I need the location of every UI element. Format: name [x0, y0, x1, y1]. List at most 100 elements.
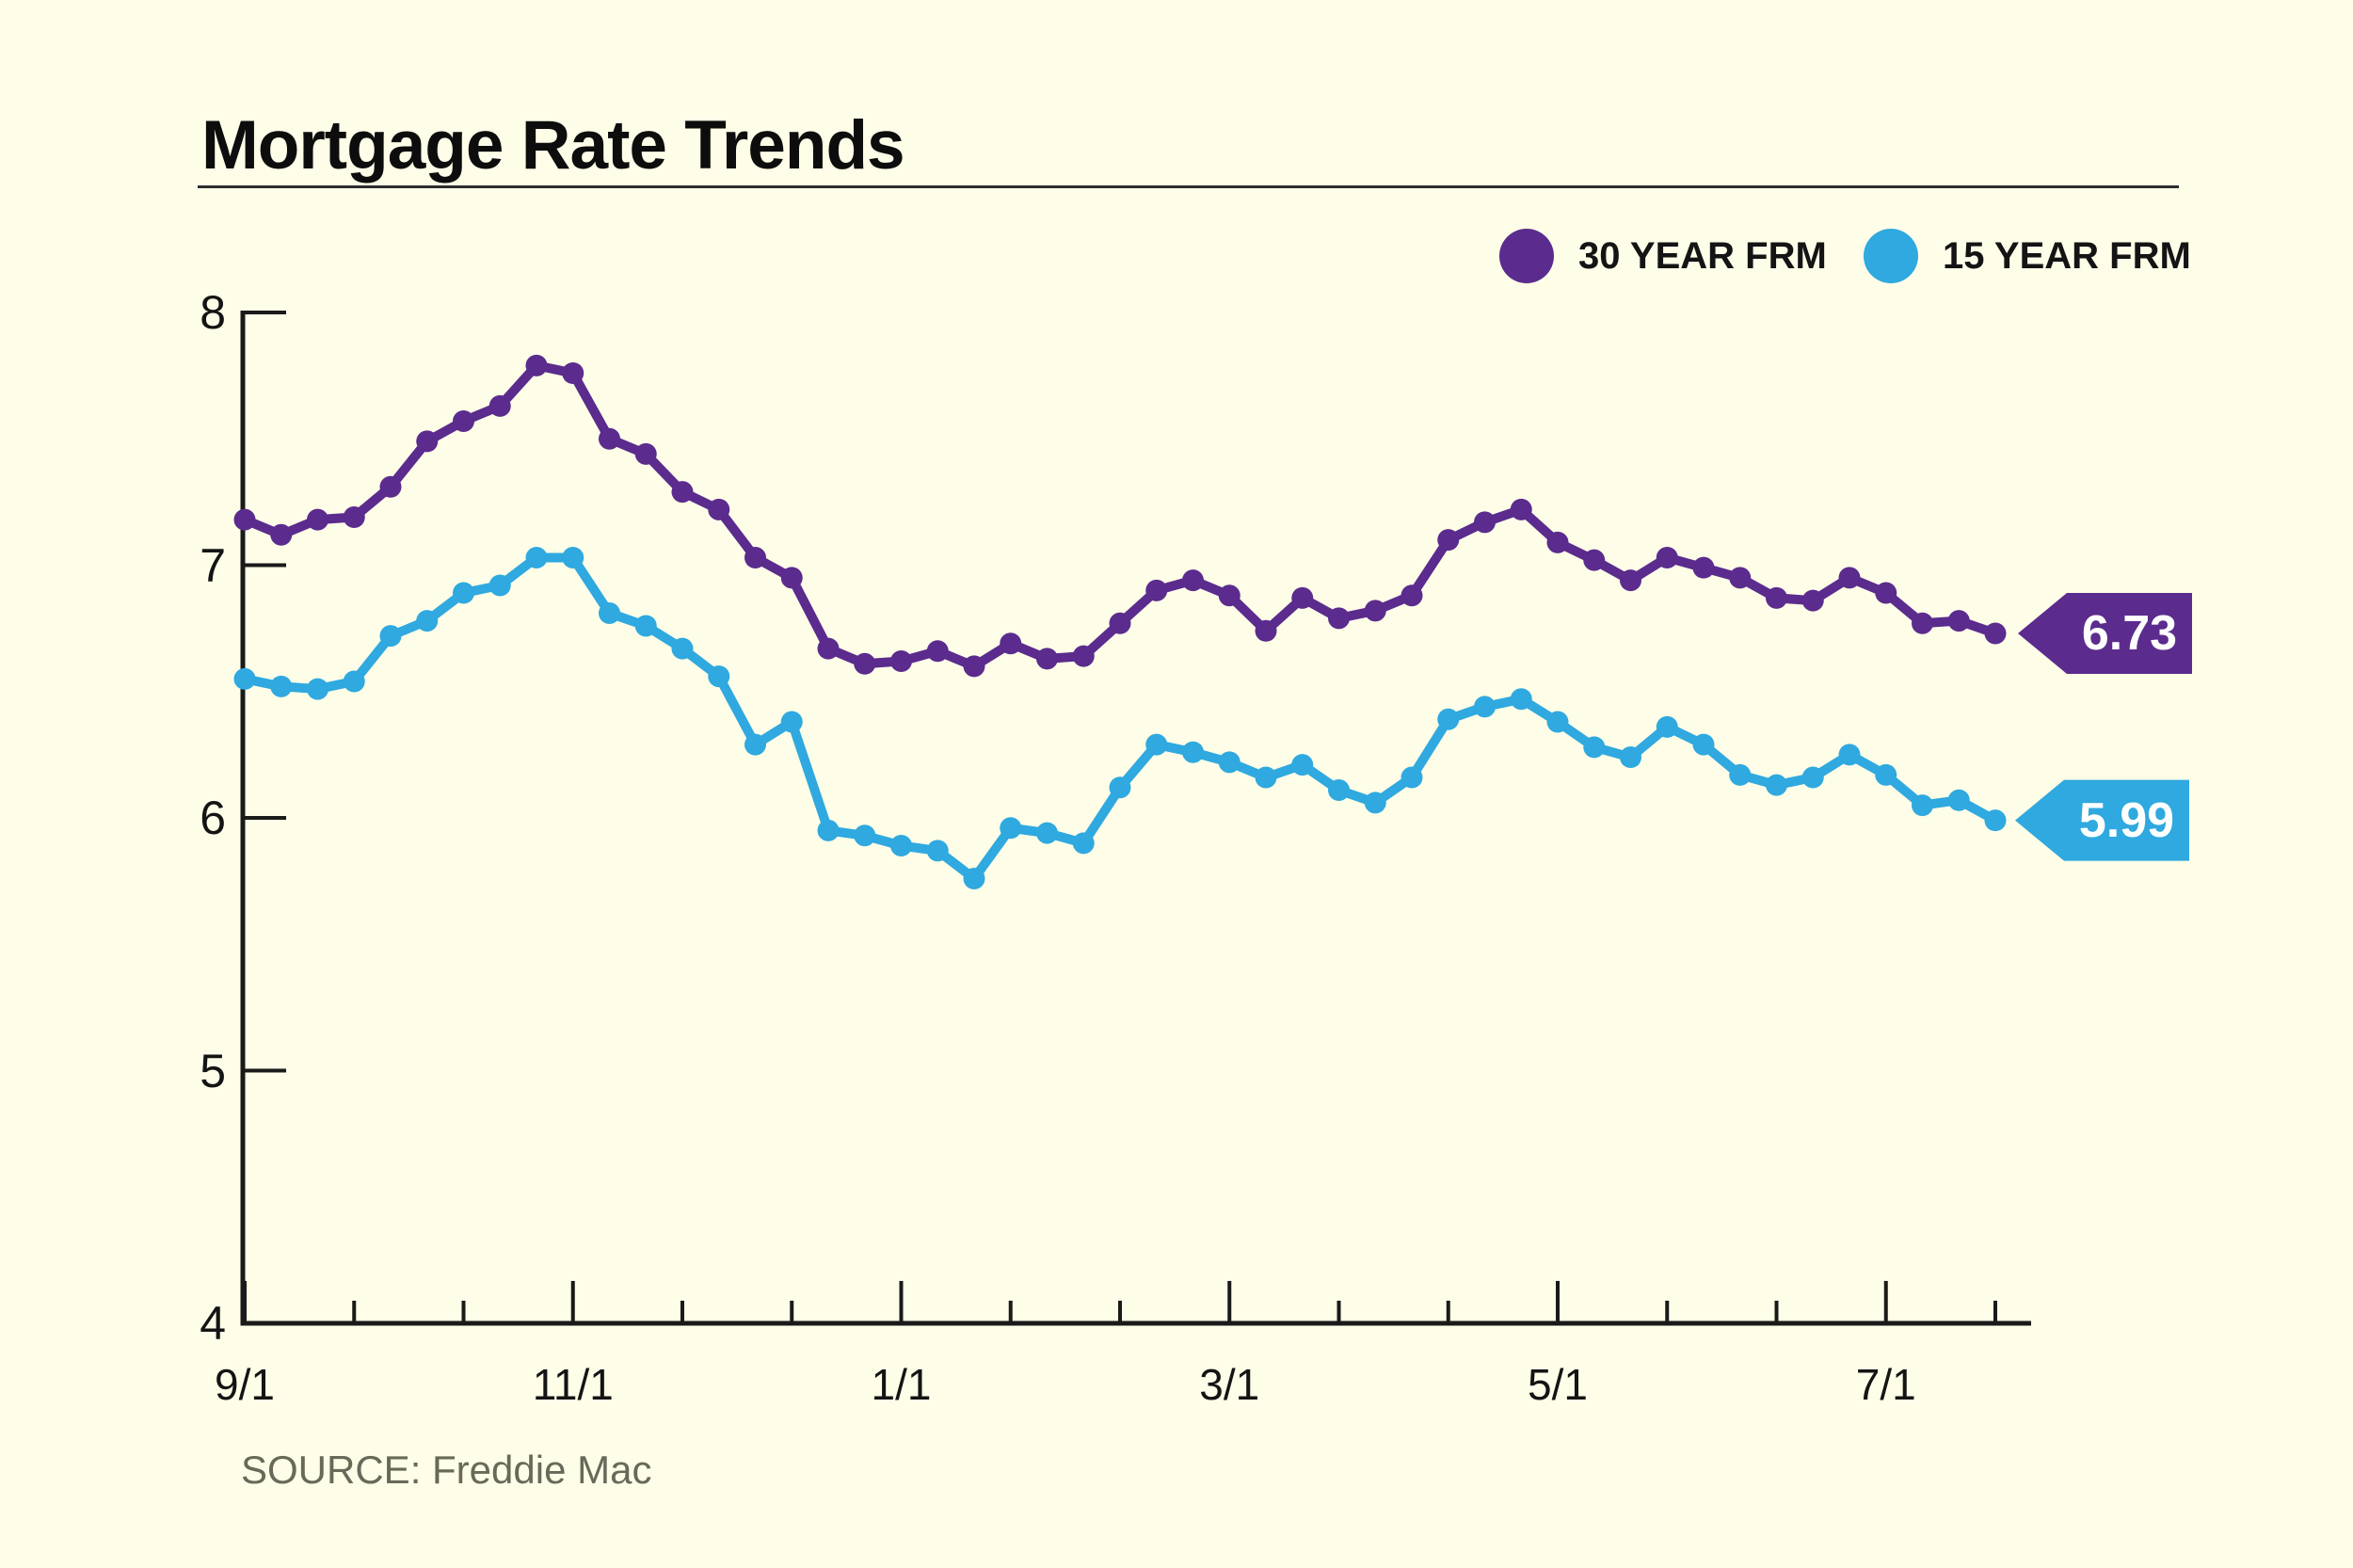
- data-point-15-year-frm: [1401, 766, 1423, 789]
- data-point-15-year-frm: [1000, 817, 1022, 840]
- data-point-15-year-frm: [1291, 754, 1314, 776]
- legend-dot-30-year-icon: [1499, 229, 1554, 283]
- data-point-30-year-frm: [817, 637, 840, 660]
- legend-item-15-year-frm: 15 YEAR FRM: [1864, 228, 2191, 284]
- data-point-15-year-frm: [1801, 766, 1824, 789]
- data-point-30-year-frm: [1838, 567, 1861, 589]
- data-point-15-year-frm: [1729, 763, 1752, 786]
- x-axis-label: 1/1: [871, 1360, 932, 1409]
- data-point-30-year-frm: [1182, 569, 1204, 592]
- data-point-15-year-frm: [1766, 774, 1787, 796]
- data-point-15-year-frm: [671, 637, 694, 660]
- y-axis-label: 6: [200, 792, 226, 844]
- page-title: Mortgage Rate Trends: [201, 107, 905, 184]
- data-point-30-year-frm: [270, 523, 293, 546]
- data-point-30-year-frm: [1036, 648, 1058, 670]
- data-point-15-year-frm: [525, 546, 548, 568]
- legend-item-30-year-frm: 30 YEAR FRM: [1499, 228, 1827, 284]
- data-point-30-year-frm: [1364, 600, 1386, 622]
- x-axis-label: 5/1: [1528, 1360, 1588, 1409]
- data-point-15-year-frm: [817, 819, 840, 841]
- data-point-15-year-frm: [1218, 751, 1241, 774]
- data-point-30-year-frm: [1328, 607, 1350, 630]
- data-point-30-year-frm: [1801, 589, 1824, 612]
- legend-label-30-year: 30 YEAR FRM: [1578, 234, 1827, 277]
- data-point-15-year-frm: [233, 667, 256, 690]
- data-point-30-year-frm: [1000, 632, 1022, 655]
- data-point-30-year-frm: [1474, 511, 1496, 534]
- y-axis-label: 7: [200, 538, 226, 592]
- data-point-30-year-frm: [780, 567, 803, 589]
- data-point-30-year-frm: [1947, 610, 1970, 632]
- data-point-15-year-frm: [634, 615, 657, 637]
- data-point-15-year-frm: [416, 610, 439, 632]
- data-point-30-year-frm: [1656, 546, 1678, 568]
- data-point-15-year-frm: [1656, 715, 1678, 738]
- y-axis-label: 8: [200, 286, 226, 339]
- data-point-15-year-frm: [1255, 766, 1277, 789]
- end-value-tag-30-year-frm: [2018, 592, 2192, 674]
- x-axis-label: 7/1: [1855, 1360, 1916, 1409]
- data-point-30-year-frm: [343, 505, 365, 528]
- data-point-15-year-frm: [1875, 763, 1897, 786]
- data-point-15-year-frm: [1838, 744, 1861, 766]
- data-point-30-year-frm: [1729, 567, 1752, 589]
- data-point-15-year-frm: [270, 675, 293, 697]
- data-point-30-year-frm: [416, 430, 439, 453]
- data-point-15-year-frm: [1437, 708, 1460, 730]
- data-point-15-year-frm: [379, 625, 402, 648]
- data-point-15-year-frm: [1364, 792, 1386, 814]
- end-value-label-30-year: 6.73: [2081, 606, 2178, 661]
- y-axis-label: 4: [200, 1297, 226, 1350]
- x-axis-label: 9/1: [215, 1360, 275, 1409]
- data-point-15-year-frm: [963, 867, 985, 889]
- data-point-30-year-frm: [1437, 529, 1460, 552]
- end-value-label-15-year: 5.99: [2078, 793, 2175, 848]
- data-point-30-year-frm: [599, 427, 620, 450]
- data-point-30-year-frm: [1692, 556, 1715, 579]
- data-point-30-year-frm: [854, 652, 876, 675]
- data-point-30-year-frm: [671, 481, 694, 504]
- legend-label-15-year: 15 YEAR FRM: [1943, 234, 2191, 277]
- data-point-15-year-frm: [343, 670, 365, 693]
- data-point-30-year-frm: [1145, 579, 1168, 601]
- data-point-30-year-frm: [562, 361, 584, 384]
- data-point-15-year-frm: [1984, 809, 2007, 832]
- axes: [240, 311, 2031, 1326]
- data-point-15-year-frm: [488, 574, 511, 597]
- x-axis-label: 3/1: [1199, 1360, 1260, 1409]
- data-point-30-year-frm: [1984, 622, 2007, 645]
- data-point-15-year-frm: [1036, 822, 1058, 844]
- title-underline: [198, 185, 2179, 188]
- data-point-15-year-frm: [708, 665, 730, 688]
- data-point-15-year-frm: [780, 711, 803, 733]
- data-point-15-year-frm: [307, 678, 328, 700]
- data-point-30-year-frm: [744, 546, 766, 568]
- data-point-30-year-frm: [488, 394, 511, 417]
- data-point-15-year-frm: [1947, 789, 1970, 811]
- data-point-15-year-frm: [1328, 778, 1350, 801]
- data-point-15-year-frm: [1583, 736, 1606, 759]
- data-point-15-year-frm: [926, 840, 949, 862]
- data-point-15-year-frm: [453, 582, 474, 604]
- data-point-15-year-frm: [599, 602, 620, 625]
- x-axis-label: 11/1: [532, 1360, 614, 1409]
- data-point-30-year-frm: [634, 442, 657, 465]
- source-credit: SOURCE: Freddie Mac: [241, 1448, 652, 1492]
- data-point-30-year-frm: [1401, 584, 1423, 607]
- data-point-15-year-frm: [1546, 711, 1569, 733]
- data-point-15-year-frm: [1692, 733, 1715, 756]
- data-point-15-year-frm: [854, 824, 876, 847]
- data-point-30-year-frm: [890, 650, 912, 673]
- data-point-15-year-frm: [1474, 696, 1496, 718]
- data-point-15-year-frm: [1145, 733, 1168, 756]
- data-point-30-year-frm: [1875, 582, 1897, 604]
- data-point-30-year-frm: [1255, 619, 1277, 642]
- data-point-30-year-frm: [1912, 612, 1933, 634]
- y-axis-label: 5: [200, 1044, 226, 1097]
- data-point-30-year-frm: [1510, 498, 1532, 520]
- series-line-15-year-frm: [240, 552, 2000, 884]
- data-point-30-year-frm: [233, 508, 256, 531]
